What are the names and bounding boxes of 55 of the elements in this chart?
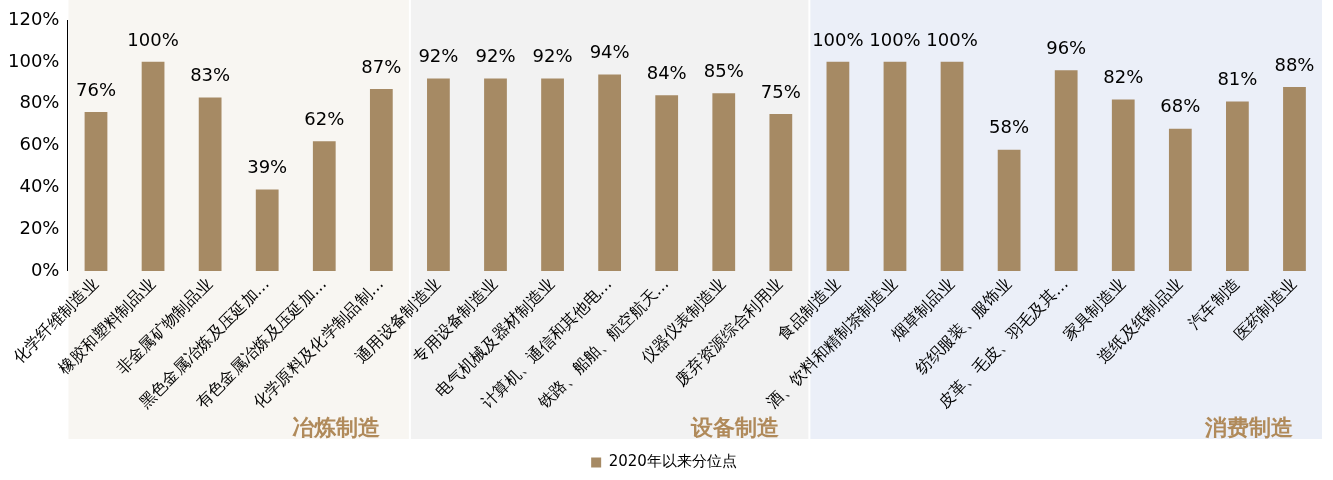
bar: [84, 112, 108, 271]
data-label: 100%: [812, 28, 864, 50]
data-label: 83%: [190, 64, 231, 86]
data-label: 82%: [1103, 66, 1144, 88]
y-tick-label: 100%: [7, 49, 60, 71]
band-label: 冶炼制造: [291, 414, 380, 440]
data-label: 85%: [703, 59, 744, 81]
data-label: 87%: [361, 55, 402, 77]
data-label: 92%: [532, 45, 573, 67]
legend-label: 2020年以来分位点: [608, 452, 737, 471]
data-label: 100%: [127, 28, 179, 50]
bar: [997, 149, 1021, 271]
y-tick-label: 80%: [19, 91, 60, 113]
data-label: 100%: [869, 28, 921, 50]
data-label: 68%: [1160, 95, 1201, 117]
data-label: 94%: [589, 41, 630, 63]
y-tick-label: 120%: [7, 7, 60, 29]
bar: [427, 78, 450, 271]
bar: [255, 189, 279, 271]
bar: [712, 93, 736, 271]
data-label: 58%: [989, 116, 1030, 138]
band-label: 设备制造: [690, 414, 780, 440]
bar: [1111, 99, 1135, 271]
data-label: 88%: [1274, 53, 1315, 75]
data-label: 81%: [1217, 68, 1258, 90]
bar: [1168, 128, 1192, 271]
bar: [369, 89, 393, 271]
data-label: 96%: [1046, 36, 1087, 58]
bar: [1226, 101, 1249, 271]
data-label: 76%: [75, 78, 116, 100]
data-label: 75%: [760, 80, 801, 102]
bar: [198, 97, 222, 271]
bar: [655, 95, 679, 271]
y-tick-label: 20%: [19, 216, 60, 238]
bar: [1283, 86, 1306, 271]
bar: [883, 61, 907, 271]
data-label: 92%: [418, 45, 459, 67]
y-tick-label: 40%: [19, 174, 60, 196]
bar: [769, 114, 793, 271]
data-label: 39%: [247, 156, 288, 178]
bar: [826, 61, 850, 271]
bar: [598, 74, 622, 271]
y-tick-label: 60%: [19, 133, 60, 155]
bar: [312, 141, 336, 271]
bar: [141, 61, 165, 271]
bar: [484, 78, 507, 271]
y-tick-label: 0%: [30, 258, 60, 280]
data-label: 84%: [646, 61, 687, 83]
bar: [1054, 70, 1078, 271]
bar: [541, 78, 564, 271]
data-label: 62%: [304, 107, 345, 129]
bar: [940, 61, 964, 271]
data-label: 100%: [926, 28, 978, 50]
band-label: 消费制造: [1204, 414, 1293, 440]
data-label: 92%: [475, 45, 516, 67]
